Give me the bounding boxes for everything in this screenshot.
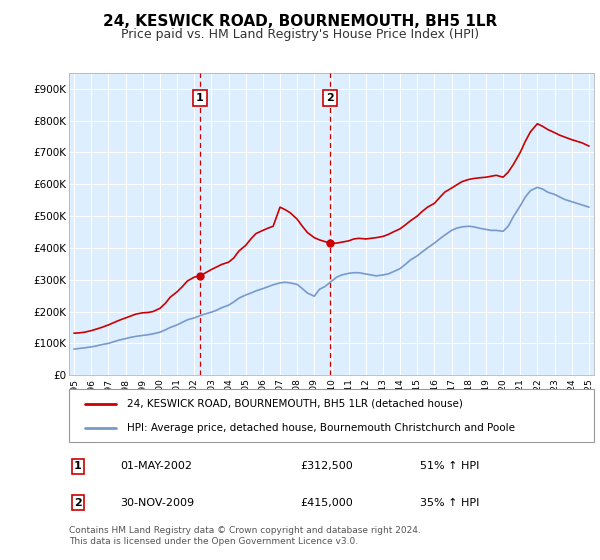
Text: £312,500: £312,500: [300, 461, 353, 471]
Text: 01-MAY-2002: 01-MAY-2002: [120, 461, 192, 471]
Text: 2: 2: [74, 498, 82, 507]
Text: 2: 2: [326, 94, 334, 103]
Text: 1: 1: [74, 461, 82, 471]
Text: HPI: Average price, detached house, Bournemouth Christchurch and Poole: HPI: Average price, detached house, Bour…: [127, 423, 515, 433]
Text: Price paid vs. HM Land Registry's House Price Index (HPI): Price paid vs. HM Land Registry's House …: [121, 28, 479, 41]
Text: Contains HM Land Registry data © Crown copyright and database right 2024.
This d: Contains HM Land Registry data © Crown c…: [69, 526, 421, 546]
Text: 24, KESWICK ROAD, BOURNEMOUTH, BH5 1LR (detached house): 24, KESWICK ROAD, BOURNEMOUTH, BH5 1LR (…: [127, 399, 463, 409]
Text: £415,000: £415,000: [300, 498, 353, 507]
FancyBboxPatch shape: [69, 389, 594, 442]
Text: 1: 1: [196, 94, 204, 103]
Text: 24, KESWICK ROAD, BOURNEMOUTH, BH5 1LR: 24, KESWICK ROAD, BOURNEMOUTH, BH5 1LR: [103, 14, 497, 29]
Text: 35% ↑ HPI: 35% ↑ HPI: [420, 498, 479, 507]
Text: 30-NOV-2009: 30-NOV-2009: [120, 498, 194, 507]
Text: 51% ↑ HPI: 51% ↑ HPI: [420, 461, 479, 471]
